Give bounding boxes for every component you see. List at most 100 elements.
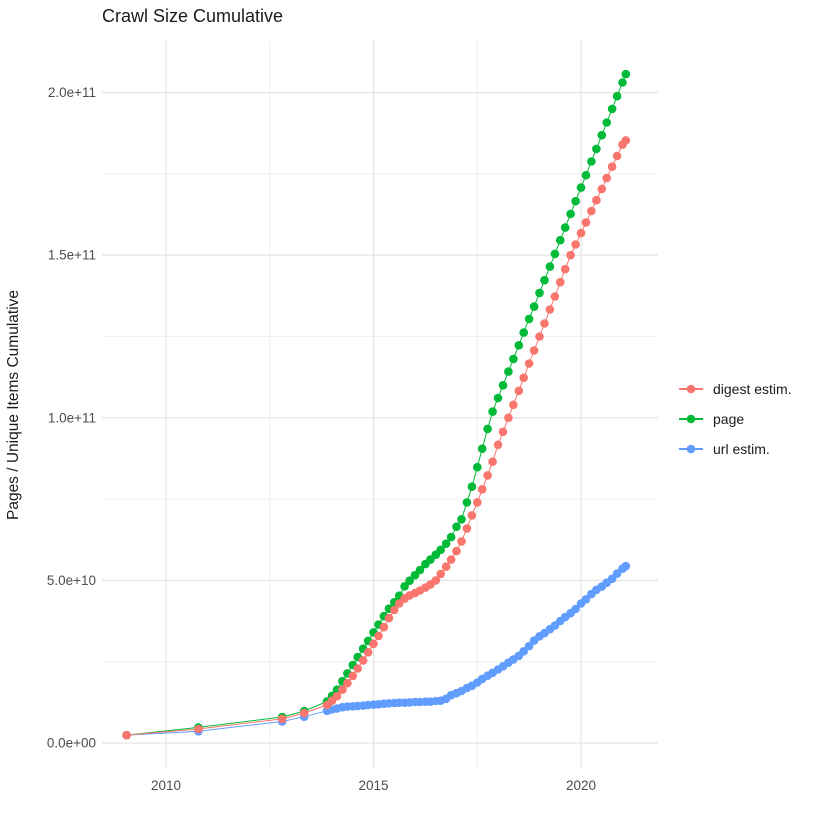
data-point	[363, 648, 373, 657]
data-point	[467, 511, 477, 520]
data-point	[550, 249, 560, 259]
data-point	[384, 613, 394, 623]
data-point	[556, 277, 565, 287]
minor-gridlines	[102, 41, 658, 768]
data-point	[488, 407, 497, 416]
data-point	[338, 685, 347, 694]
data-point	[621, 136, 631, 145]
x-tick-label: 2010	[151, 778, 181, 793]
legend-key-icon	[679, 414, 703, 423]
series-digest-estim	[122, 136, 631, 740]
data-point	[566, 209, 575, 219]
data-point	[452, 546, 461, 556]
y-axis-title: Pages / Unique Items Cumulative	[5, 289, 22, 521]
data-point	[550, 292, 560, 301]
data-point	[473, 462, 482, 472]
data-point	[498, 427, 508, 437]
legend-item-url-estim: url estim.	[678, 438, 792, 459]
y-tick-label: 1.5e+11	[48, 248, 96, 263]
data-point	[524, 314, 534, 324]
data-point	[353, 664, 363, 673]
data-point	[571, 196, 580, 206]
data-point	[462, 498, 472, 507]
data-point	[602, 118, 611, 127]
chart-title: Crawl Size Cumulative	[102, 6, 284, 26]
data-point	[621, 69, 631, 79]
data-point	[514, 341, 524, 350]
data-point	[581, 595, 591, 604]
data-point	[592, 195, 601, 205]
data-point	[441, 562, 451, 571]
data-point	[299, 708, 309, 718]
data-point	[519, 328, 528, 337]
data-point	[597, 130, 607, 140]
data-point	[597, 184, 607, 194]
data-point	[581, 218, 591, 227]
data-point	[540, 319, 549, 328]
data-point	[441, 539, 451, 548]
data-point	[477, 444, 487, 454]
data-point	[576, 228, 586, 238]
data-point	[602, 173, 611, 183]
data-point	[529, 302, 539, 311]
legend-item-label: page	[713, 410, 745, 427]
legend-item-digest-estim: digest estim.	[678, 378, 792, 399]
data-point	[535, 288, 544, 298]
data-point	[576, 183, 586, 192]
data-point	[524, 641, 534, 651]
data-point	[462, 524, 472, 533]
y-tick-label: 2.0e+11	[48, 85, 96, 100]
x-tick-label: 2015	[358, 778, 388, 793]
data-point	[519, 647, 528, 656]
data-point	[483, 424, 492, 434]
data-point	[400, 582, 409, 591]
data-point	[446, 555, 456, 564]
legend-item-label: digest estim.	[713, 380, 792, 397]
data-point	[358, 656, 368, 665]
data-point	[618, 78, 627, 87]
data-point	[379, 622, 389, 632]
legend-item-page: page	[678, 408, 792, 429]
data-point	[592, 144, 601, 154]
data-point	[560, 223, 570, 232]
y-tick-label: 5.0e+10	[47, 573, 96, 588]
data-point	[457, 537, 466, 546]
data-point	[390, 605, 399, 615]
data-point	[504, 413, 513, 423]
y-tick-label: 0.0e+00	[47, 736, 96, 751]
legend-key-icon	[679, 444, 703, 453]
data-point	[621, 561, 631, 571]
data-point	[122, 730, 131, 740]
data-point	[540, 275, 549, 285]
legend-key-icon	[679, 384, 703, 393]
data-point	[483, 471, 492, 480]
data-point	[566, 250, 575, 260]
data-point	[343, 678, 352, 688]
data-point	[194, 724, 203, 734]
major-gridlines	[102, 41, 658, 768]
data-point	[504, 367, 513, 376]
data-point	[436, 545, 446, 555]
data-point	[587, 157, 596, 166]
data-point	[493, 393, 503, 403]
data-point	[467, 482, 477, 492]
data-point	[452, 522, 461, 531]
data-point	[556, 235, 565, 245]
x-tick-label: 2020	[566, 778, 596, 793]
data-point	[612, 91, 622, 101]
data-point	[509, 354, 518, 364]
data-point	[277, 714, 287, 724]
legend: digest estim. page url estim.	[678, 378, 792, 459]
data-point	[581, 170, 591, 180]
data-point	[473, 498, 482, 507]
data-point	[488, 457, 497, 467]
data-point	[571, 240, 580, 249]
data-point	[369, 639, 378, 649]
data-point	[457, 515, 466, 524]
data-point	[519, 373, 528, 383]
data-point	[477, 485, 487, 494]
data-point	[529, 346, 539, 355]
data-point	[348, 671, 358, 681]
